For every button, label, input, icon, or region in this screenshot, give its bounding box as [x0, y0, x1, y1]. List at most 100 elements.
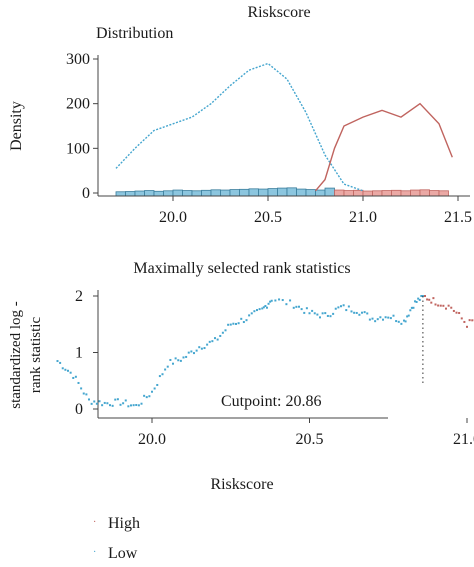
rank-point — [153, 387, 156, 390]
histogram-bars — [115, 187, 449, 197]
rank-point — [269, 300, 272, 303]
density-curves — [115, 62, 453, 192]
rank-point — [119, 403, 122, 406]
rank-point — [262, 306, 265, 309]
rank-point — [182, 356, 185, 359]
rank-point — [329, 315, 332, 318]
rank-point — [248, 314, 251, 317]
histogram-bar — [125, 191, 136, 197]
y-tick-label: 100 — [66, 140, 90, 157]
rank-point — [229, 323, 232, 326]
rank-point — [74, 375, 77, 378]
rank-point — [432, 297, 435, 300]
rank-point — [455, 311, 458, 314]
rank-point — [415, 300, 418, 303]
rank-point — [264, 304, 267, 307]
rank-statistic-points — [56, 295, 474, 408]
rank-point — [355, 311, 358, 314]
rank-point — [426, 298, 429, 301]
rank-point — [417, 297, 420, 300]
rank-point — [342, 304, 345, 307]
riskscore-axis-label: Riskscore — [210, 476, 273, 493]
x-tick-label: 21.0 — [453, 431, 474, 448]
rank-point — [95, 402, 98, 405]
rank-point — [114, 398, 117, 401]
histogram-bar — [438, 190, 449, 197]
rank-point — [321, 312, 324, 315]
rank-point — [395, 320, 398, 323]
rank-point — [235, 322, 237, 325]
rank-point — [103, 401, 106, 404]
rank-point — [227, 323, 230, 326]
rank-point — [450, 306, 453, 309]
rank-point — [404, 320, 407, 323]
histogram-bar — [381, 190, 392, 197]
rank-point — [345, 309, 348, 312]
rank-point — [412, 306, 415, 309]
histogram-bar — [334, 189, 345, 197]
histogram-bar — [324, 187, 335, 197]
rank-point — [300, 308, 303, 311]
rank-point — [64, 368, 67, 371]
rank-point — [98, 400, 101, 403]
rank-point — [337, 306, 340, 309]
rank-point — [353, 311, 356, 314]
rank-point — [289, 299, 292, 302]
x-tick-label: 20.0 — [138, 431, 166, 448]
rank-point — [130, 404, 132, 407]
histogram-bar — [144, 190, 155, 197]
histogram-bar — [191, 190, 202, 197]
rank-point — [61, 367, 64, 370]
rank-point — [452, 309, 455, 312]
rank-point — [140, 402, 143, 405]
rank-point — [101, 404, 104, 407]
rank-point — [245, 319, 248, 322]
density-axis-label: Density — [8, 101, 25, 151]
rank-point — [437, 304, 440, 307]
rank-point — [261, 307, 264, 310]
histogram-bar — [201, 189, 212, 197]
histogram-bar — [277, 187, 288, 197]
rank-point — [308, 312, 311, 315]
rank-point — [368, 318, 371, 321]
rank-point — [90, 402, 93, 405]
rank-point — [409, 309, 412, 312]
rank-point — [193, 352, 195, 355]
rank-point — [93, 400, 96, 403]
rank-point — [410, 306, 413, 309]
rank-point — [240, 317, 243, 320]
rank-point — [298, 305, 300, 308]
x-tick-label: 21.0 — [349, 209, 377, 226]
histogram-bar — [410, 189, 421, 197]
rank-point — [116, 398, 119, 401]
rank-point — [72, 376, 75, 379]
rank-point — [389, 317, 392, 320]
rank-point — [214, 337, 216, 340]
rank-point — [466, 325, 468, 328]
rank-stat-axis-label-line2: rank statistic — [28, 317, 44, 394]
histogram-bar — [362, 190, 373, 197]
rank-point — [270, 299, 273, 302]
rank-point — [80, 387, 83, 390]
x-tick-label: 21.5 — [444, 209, 472, 226]
rank-point — [219, 334, 222, 337]
rank-point — [143, 394, 146, 397]
rank-point — [122, 402, 125, 405]
rank-point — [59, 361, 62, 364]
histogram-bar — [258, 188, 269, 197]
rank-point — [407, 314, 410, 317]
x-tick-label: 20.5 — [254, 209, 282, 226]
rank-point — [82, 392, 85, 395]
rank-point — [350, 310, 353, 313]
rank-point — [403, 319, 405, 322]
rank-point — [376, 318, 379, 321]
cutpoint-label: Cutpoint: 20.86 — [221, 393, 321, 410]
rank-point — [442, 304, 445, 307]
rank-point — [85, 393, 88, 396]
histogram-bar — [286, 187, 297, 197]
histogram-bar — [267, 188, 278, 197]
rank-point — [187, 351, 190, 354]
distribution-ticks: 0 100 200 300 20.0 20.5 21.0 21.5 — [66, 51, 472, 226]
rank-point — [471, 319, 474, 322]
